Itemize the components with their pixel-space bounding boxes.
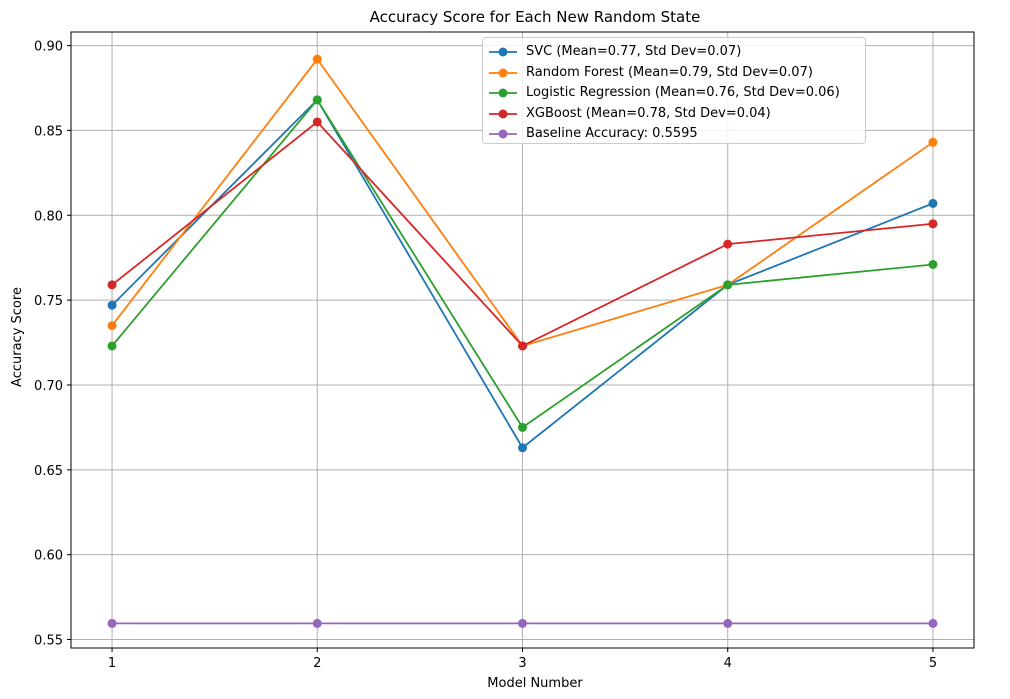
legend-label: XGBoost (Mean=0.78, Std Dev=0.04): [526, 105, 771, 121]
data-point: [723, 239, 733, 249]
data-point: [928, 259, 938, 269]
chart-title: Accuracy Score for Each New Random State: [370, 8, 701, 26]
legend-entry: Baseline Accuracy: 0.5595: [483, 124, 867, 144]
x-tick-label: 4: [724, 656, 732, 671]
legend-swatch-marker: [498, 129, 508, 139]
legend-entry: XGBoost (Mean=0.78, Std Dev=0.04): [483, 104, 867, 124]
legend: SVC (Mean=0.77, Std Dev=0.07) Random Fore…: [482, 37, 866, 144]
data-point: [928, 137, 938, 147]
data-point: [928, 618, 938, 628]
y-tick-label: 0.90: [34, 40, 63, 55]
axis-ticks: 1 2 3 4 5 0.55 0.60 0.65 0.70 0.75 0.80 0.85 0.90: [34, 40, 937, 671]
legend-swatch-marker: [498, 68, 508, 78]
data-point: [723, 280, 733, 290]
x-axis-label: Model Number: [487, 676, 583, 691]
legend-label: SVC (Mean=0.77, Std Dev=0.07): [526, 44, 742, 59]
data-point: [928, 198, 938, 208]
data-point: [107, 321, 117, 331]
legend-swatch: [489, 47, 517, 57]
y-tick-label: 0.70: [34, 379, 63, 394]
x-tick-label: 3: [518, 656, 526, 671]
legend-swatch-marker: [498, 109, 508, 119]
y-tick-label: 0.85: [34, 124, 63, 139]
legend-label: Logistic Regression (Mean=0.76, Std Dev=…: [526, 85, 840, 101]
legend-entry: Logistic Regression (Mean=0.76, Std Dev=…: [483, 83, 867, 103]
legend-label: Random Forest (Mean=0.79, Std Dev=0.07): [526, 64, 813, 80]
plot-frame: [70, 31, 975, 649]
data-point: [312, 618, 322, 628]
legend-entry: Random Forest (Mean=0.79, Std Dev=0.07): [483, 63, 867, 83]
legend-entry: SVC (Mean=0.77, Std Dev=0.07): [483, 42, 867, 62]
x-tick-label: 1: [108, 656, 116, 671]
x-tick-label: 5: [929, 656, 937, 671]
data-point: [107, 341, 117, 351]
y-tick-label: 0.60: [34, 549, 63, 564]
legend-swatch-marker: [498, 47, 508, 57]
y-tick-label: 0.80: [34, 209, 63, 224]
data-point: [312, 54, 322, 64]
legend-swatch: [489, 68, 517, 78]
y-tick-label: 0.65: [34, 464, 63, 479]
legend-swatch: [489, 129, 517, 139]
series-lines: [107, 54, 938, 628]
data-point: [107, 618, 117, 628]
data-point: [723, 618, 733, 628]
legend-swatch-marker: [498, 88, 508, 98]
y-tick-label: 0.55: [34, 634, 63, 649]
data-point: [518, 422, 527, 432]
x-tick-label: 2: [313, 656, 321, 671]
legend-swatch: [489, 88, 517, 98]
data-point: [928, 219, 938, 229]
data-point: [107, 280, 117, 290]
legend-label: Baseline Accuracy: 0.5595: [526, 126, 698, 142]
data-point: [107, 300, 117, 310]
data-point: [518, 341, 527, 351]
series-3: [107, 95, 938, 432]
data-point: [518, 443, 527, 453]
data-point: [312, 117, 322, 127]
series-5: [107, 618, 938, 628]
series-4: [107, 117, 938, 351]
y-tick-label: 0.75: [34, 294, 63, 309]
y-axis-label: Accuracy Score: [10, 287, 25, 387]
data-point: [312, 95, 322, 105]
data-point: [518, 618, 527, 628]
legend-swatch: [489, 109, 517, 119]
